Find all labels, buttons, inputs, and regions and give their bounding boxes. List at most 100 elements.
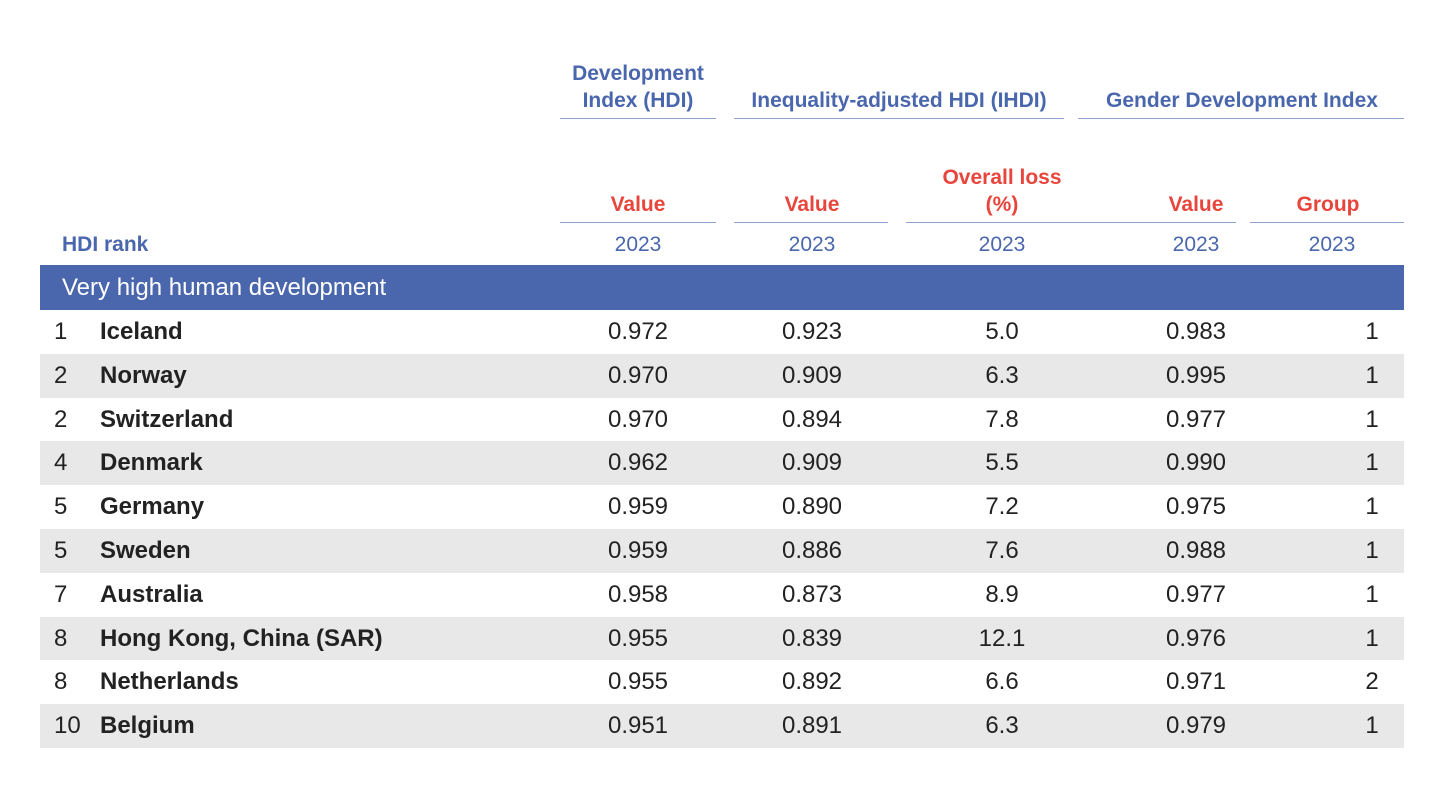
ihdi-cell: 0.894 [781,405,843,433]
table-row: 5 Germany 0.959 0.890 7.2 0.975 1 [40,485,1404,529]
ihdi-cell: 0.886 [781,536,843,564]
rank-cell: 8 [54,624,68,652]
loss-cell: 7.8 [985,405,1019,433]
table-row: 4 Denmark 0.962 0.909 5.5 0.990 1 [40,441,1404,486]
group-cell: 2 [1365,668,1379,696]
rank-cell: 7 [54,580,68,608]
group-cell: 1 [1365,449,1379,477]
header-gdi-group-col: Group [1248,150,1408,218]
rank-cell: 2 [54,361,68,389]
hdi-cell: 0.970 [607,361,669,389]
rank-cell: 8 [54,668,68,696]
rank-cell: 4 [54,449,68,477]
rank-cell: 10 [54,712,81,740]
rank-cell: 1 [54,318,68,345]
table-row: 5 Sweden 0.959 0.886 7.6 0.988 1 [40,528,1404,573]
header-gdi-value-text: Value [1168,193,1224,216]
group-cell: 1 [1365,624,1379,652]
rule-gdi-group [1078,118,1404,119]
loss-cell: 6.3 [985,361,1019,389]
country-cell: Switzerland [100,405,234,433]
ihdi-cell: 0.839 [781,624,843,652]
group-cell: 1 [1365,536,1379,564]
ihdi-cell: 0.873 [781,580,843,608]
header-ihdi-group-text: Inequality-adjusted HDI (IHDI) [751,89,1047,112]
loss-cell: 12.1 [978,624,1026,652]
gdi-cell: 0.971 [1165,668,1227,696]
country-cell: Norway [100,361,187,389]
gdi-cell: 0.976 [1165,624,1227,652]
header-ihdi-loss-text: Overall loss (%) [942,166,1062,216]
gdi-cell: 0.977 [1165,405,1227,433]
rank-cell: 5 [54,536,68,564]
year-gdi-group-col: 2023 [1308,233,1356,256]
loss-cell: 5.5 [985,449,1019,477]
table-row: 2 Norway 0.970 0.909 6.3 0.995 1 [40,353,1404,398]
year-hdi-value: 2023 [614,233,662,256]
header-hdi-value: Value [558,150,718,218]
gdi-cell: 0.977 [1165,580,1227,608]
loss-cell: 6.3 [985,712,1019,740]
rule-gdi-group-col [1250,222,1404,223]
header-hdi-value-text: Value [610,193,666,216]
table-body: 1 Iceland 0.972 0.923 5.0 0.983 1 2 Norw… [40,310,1404,748]
rule-gdi-value [1080,222,1236,223]
header-gdi-group-col-text: Group [1296,193,1360,216]
table-row: 10 Belgium 0.951 0.891 6.3 0.979 1 [40,704,1404,748]
rule-hdi-group [560,118,716,119]
rule-ihdi-loss [906,222,1086,223]
hdi-cell: 0.955 [607,624,669,652]
table-row: 8 Hong Kong, China (SAR) 0.955 0.839 12.… [40,616,1404,661]
hdi-cell: 0.962 [607,449,669,477]
gdi-cell: 0.990 [1165,449,1227,477]
rule-ihdi-value [734,222,888,223]
gdi-cell: 0.979 [1165,712,1227,740]
year-ihdi-loss: 2023 [978,233,1026,256]
header-hdi-group-text: Development Index (HDI) [572,62,704,112]
header-gdi-value: Value [1116,150,1276,218]
country-cell: Iceland [100,318,183,345]
year-gdi-value: 2023 [1172,233,1220,256]
table-row: 7 Australia 0.958 0.873 8.9 0.977 1 [40,573,1404,617]
group-cell: 1 [1365,318,1379,345]
hdi-cell: 0.955 [607,668,669,696]
hdi-cell: 0.951 [607,712,669,740]
country-cell: Australia [100,580,203,608]
group-cell: 1 [1365,493,1379,521]
hdi-rank-label: HDI rank [62,233,149,256]
header-gdi-group: Gender Development Index [1080,50,1404,114]
table-row: 1 Iceland 0.972 0.923 5.0 0.983 1 [40,310,1404,354]
group-cell: 1 [1365,405,1379,433]
header-ihdi-value-text: Value [784,193,840,216]
hdi-cell: 0.958 [607,580,669,608]
ihdi-cell: 0.890 [781,493,843,521]
header-hdi-group: Development Index (HDI) [558,50,718,114]
rule-hdi-value [560,222,716,223]
header-gdi-group-text: Gender Development Index [1106,89,1378,112]
table-row: 8 Netherlands 0.955 0.892 6.6 0.971 2 [40,660,1404,704]
ihdi-cell: 0.909 [781,361,843,389]
country-cell: Belgium [100,712,195,740]
group-cell: 1 [1365,712,1379,740]
rank-cell: 2 [54,405,68,433]
country-cell: Denmark [100,449,203,477]
loss-cell: 6.6 [985,668,1019,696]
ihdi-cell: 0.891 [781,712,843,740]
country-cell: Germany [100,493,205,521]
hdi-cell: 0.959 [607,536,669,564]
gdi-cell: 0.975 [1165,493,1227,521]
country-cell: Sweden [100,536,191,564]
table-row: 2 Switzerland 0.970 0.894 7.8 0.977 1 [40,398,1404,442]
ihdi-cell: 0.909 [781,449,843,477]
header-ihdi-loss: Overall loss (%) [922,150,1082,218]
loss-cell: 7.2 [985,493,1019,521]
ihdi-cell: 0.892 [781,668,843,696]
loss-cell: 7.6 [985,536,1019,564]
hdi-cell: 0.972 [607,318,669,345]
country-cell: Hong Kong, China (SAR) [100,624,383,652]
header-ihdi-value: Value [732,150,892,218]
group-cell: 1 [1365,580,1379,608]
rule-ihdi-group [734,118,1064,119]
ihdi-cell: 0.923 [781,318,843,345]
